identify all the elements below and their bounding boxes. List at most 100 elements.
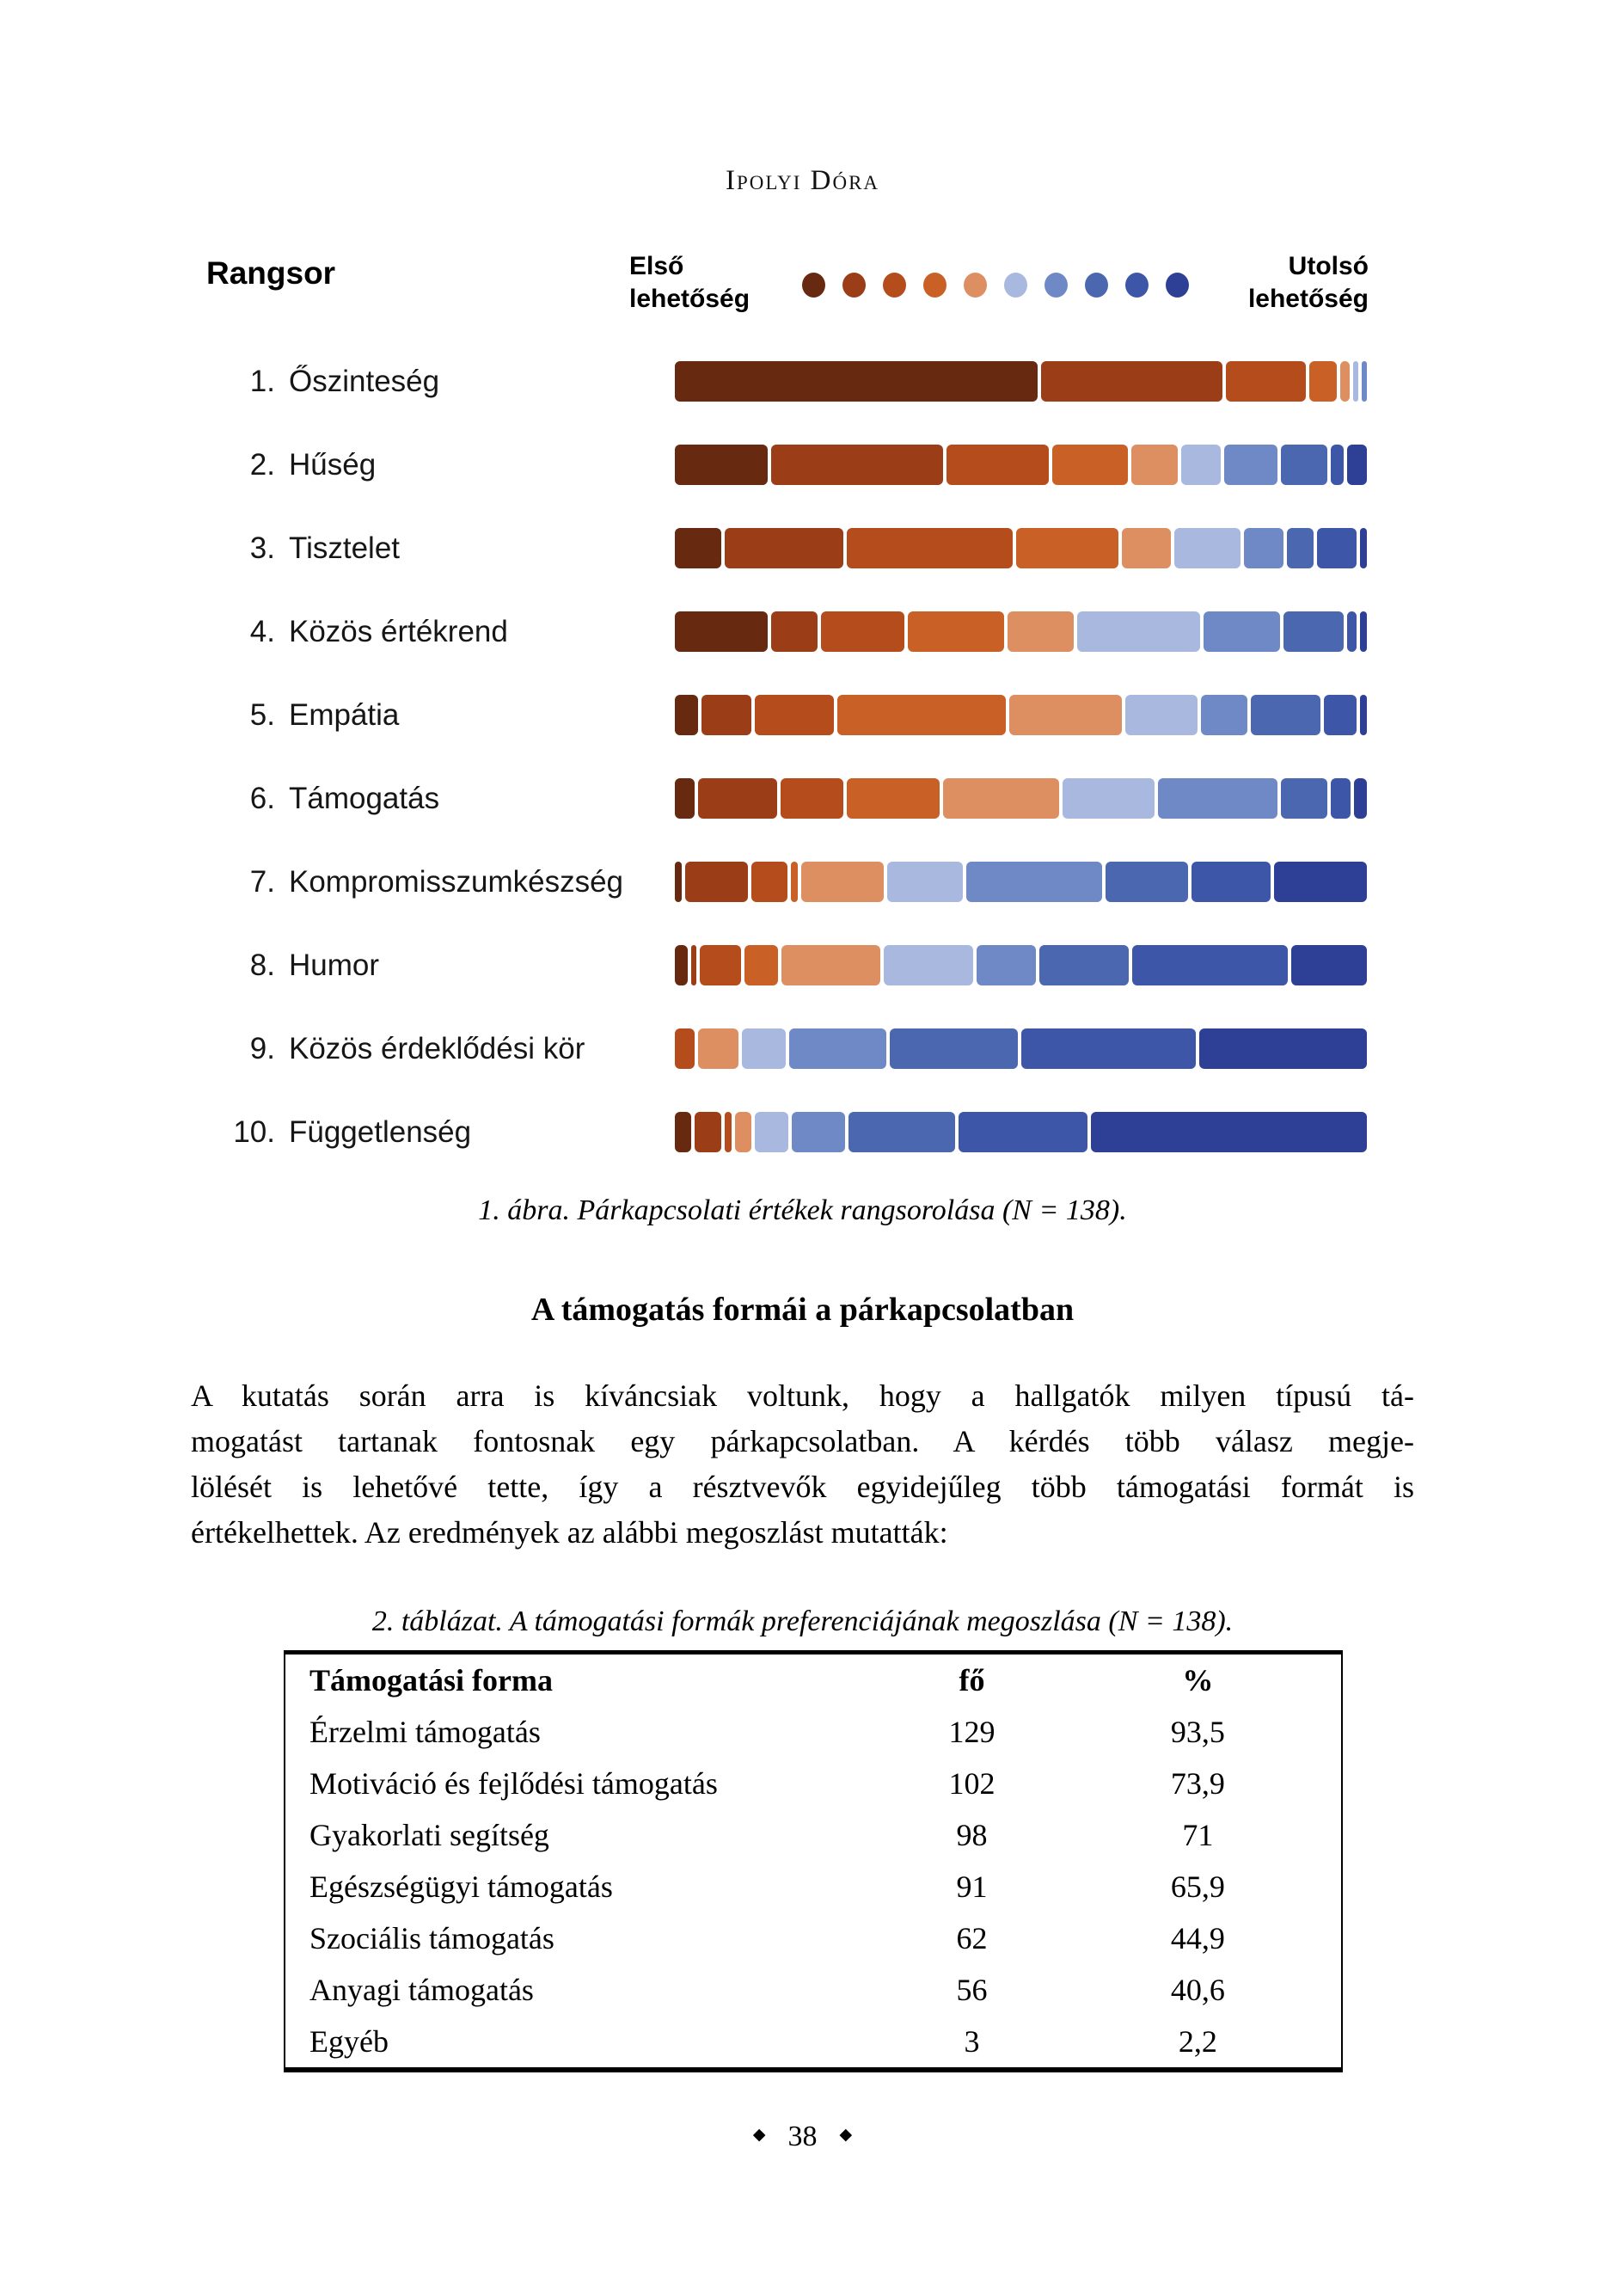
legend-dot — [883, 273, 906, 298]
bar-segment — [1201, 695, 1248, 735]
bar-segment — [789, 1028, 887, 1069]
bar-segment — [886, 862, 964, 902]
row-rank-number: 9. — [249, 1031, 275, 1065]
bar-segment — [754, 695, 834, 735]
bar-segment — [698, 778, 778, 819]
bar-segment — [1244, 528, 1284, 568]
cell-pct: 93,5 — [1170, 1715, 1225, 1749]
footer-ornament-right: ◆ — [839, 2126, 853, 2144]
bar-segment — [946, 445, 1049, 485]
cell-pct: 40,6 — [1170, 1973, 1225, 2007]
table-row: Gyakorlati segítség 98 71 — [285, 1809, 1342, 1861]
bar-segment — [1077, 611, 1201, 652]
bar-segment — [755, 1112, 788, 1152]
stacked-bar — [675, 361, 1367, 402]
row-label-cell: 10. Függetlenség — [206, 1115, 675, 1150]
chart-row: 1. Őszinteség — [0, 340, 1605, 423]
bar-segment — [976, 945, 1037, 985]
row-label: Támogatás — [289, 781, 440, 815]
cell-fo: 62 — [956, 1921, 988, 1955]
table-row: Anyagi támogatás 56 40,6 — [285, 1964, 1342, 2016]
bar-segment — [791, 862, 798, 902]
table-row: Egyéb 3 2,2 — [285, 2016, 1342, 2070]
chart-rows: 1. Őszinteség 2. Hűség 3. Tisztelet 4. Közös ér… — [0, 340, 1605, 1174]
cell-fo: 98 — [956, 1818, 988, 1852]
bar-segment — [1274, 862, 1367, 902]
bar-segment — [836, 695, 1006, 735]
stacked-bar — [675, 445, 1367, 485]
row-label: Közös értékrend — [289, 614, 508, 648]
legend-dots — [802, 273, 1189, 298]
stacked-bar — [675, 528, 1367, 568]
legend-dot — [1044, 273, 1068, 298]
cell-fo: 91 — [956, 1869, 988, 1904]
column-header-forma: Támogatási forma — [309, 1663, 553, 1697]
bar-segment — [1352, 361, 1358, 402]
cell-fo: 3 — [964, 2024, 980, 2059]
bar-segment — [1287, 528, 1314, 568]
row-label: Közös érdeklődési kör — [289, 1031, 585, 1065]
bar-segment — [750, 862, 788, 902]
bar-segment — [821, 611, 904, 652]
figure-title: Rangsor — [206, 255, 336, 291]
page-number: 38 — [787, 2121, 818, 2152]
table-row: Érzelmi támogatás 129 93,5 — [285, 1706, 1342, 1758]
bar-segment — [675, 445, 768, 485]
figure-caption: 1. ábra. Párkapcsolati értékek rangsorol… — [478, 1194, 1127, 1226]
body-paragraph: A kutatás során arra is kíváncsiak voltu… — [191, 1373, 1414, 1556]
bar-segment — [724, 528, 844, 568]
bar-segment — [1020, 1028, 1196, 1069]
cell-forma: Gyakorlati segítség — [309, 1818, 549, 1852]
table-caption: 2. táblázat. A támogatási formák prefere… — [371, 1605, 1234, 1637]
bar-segment — [1361, 361, 1367, 402]
table-header-row: Támogatási forma fő % — [285, 1653, 1342, 1707]
bar-segment — [1191, 862, 1271, 902]
paragraph-line: mogatást tartanak fontosnak egy párkapcs… — [191, 1424, 1414, 1458]
bar-segment — [1039, 945, 1129, 985]
cell-forma: Érzelmi támogatás — [309, 1715, 541, 1749]
bar-segment — [1224, 445, 1277, 485]
bar-segment — [675, 945, 689, 985]
chart-row: 2. Hűség — [0, 423, 1605, 506]
support-table: Támogatási forma fő % Érzelmi támogatás 1… — [284, 1650, 1343, 2072]
bar-segment — [1323, 695, 1357, 735]
bar-segment — [1174, 528, 1241, 568]
bar-segment — [847, 528, 1013, 568]
bar-segment — [1360, 611, 1367, 652]
legend-dot — [1125, 273, 1149, 298]
bar-segment — [1091, 1112, 1368, 1152]
bar-segment — [1105, 862, 1189, 902]
bar-segment — [847, 778, 940, 819]
bar-segment — [884, 945, 973, 985]
bar-segment — [1251, 695, 1320, 735]
section-heading: A támogatás formái a párkapcsolatban — [530, 1292, 1075, 1328]
bar-segment — [1204, 611, 1281, 652]
bar-segment — [1015, 528, 1118, 568]
bar-segment — [1007, 611, 1075, 652]
bar-segment — [1360, 695, 1368, 735]
bar-segment — [734, 1112, 752, 1152]
bar-segment — [1283, 611, 1344, 652]
paragraph-line: lölését is lehetővé tette, így a résztve… — [191, 1470, 1414, 1504]
cell-forma: Egészségügyi támogatás — [309, 1869, 613, 1904]
bar-segment — [1330, 445, 1344, 485]
bar-segment — [1309, 361, 1337, 402]
bar-segment — [675, 528, 721, 568]
bar-segment — [1346, 445, 1367, 485]
bar-segment — [800, 862, 884, 902]
bar-segment — [725, 1112, 732, 1152]
cell-forma: Egyéb — [309, 2024, 389, 2059]
row-rank-number: 7. — [249, 864, 275, 899]
cell-pct: 65,9 — [1170, 1869, 1225, 1904]
chart-row: 9. Közös érdeklődési kör — [0, 1007, 1605, 1090]
bar-segment — [1290, 945, 1367, 985]
cell-forma: Anyagi támogatás — [309, 1973, 534, 2007]
legend-first-label: Első lehetőség — [629, 252, 750, 313]
row-label: Őszinteség — [289, 364, 440, 398]
bar-segment — [675, 361, 1038, 402]
legend-dot — [923, 273, 946, 298]
row-label: Kompromisszumkészség — [289, 864, 623, 899]
bar-segment — [1353, 778, 1367, 819]
footer-ornament-left: ◆ — [752, 2126, 766, 2144]
